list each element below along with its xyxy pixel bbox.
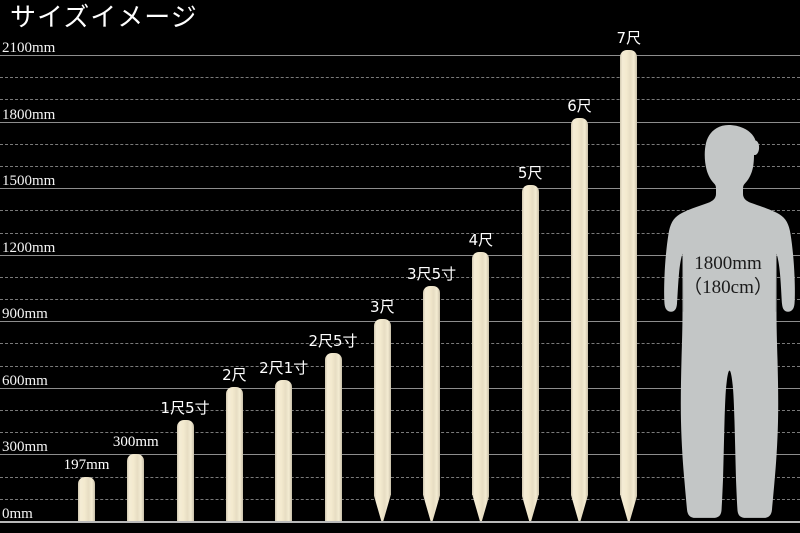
gridline-major (0, 321, 800, 323)
bar-shaft (373, 319, 391, 495)
bar-label: 3尺5寸 (407, 264, 457, 283)
bar: 2尺 (222, 367, 247, 521)
bar-shaft (225, 386, 243, 521)
gridline-minor (0, 165, 800, 167)
person-height-label: 1800mm （180cm） (683, 252, 773, 300)
gridline-major (0, 254, 800, 256)
gridline-major (0, 387, 800, 389)
gridline-major (0, 55, 800, 56)
bar-label: 6尺 (567, 96, 592, 115)
bar-shaft (423, 285, 441, 495)
bar-label: 3尺 (370, 298, 395, 317)
bar-label: 4尺 (468, 231, 494, 250)
bar: 300mm (113, 434, 159, 521)
bar: 6尺 (567, 98, 592, 521)
bar: 5尺 (518, 165, 542, 521)
bar-label: 5尺 (517, 163, 543, 182)
y-axis-label: 0mm (2, 506, 33, 522)
bar-label: 7尺 (616, 29, 642, 48)
axis-baseline (0, 521, 800, 523)
person-height-mm: 1800mm (694, 252, 762, 274)
gridline-minor (0, 143, 800, 145)
bar-label: 300mm (112, 434, 159, 451)
gridline-minor (0, 365, 800, 367)
bar-shaft (176, 420, 194, 521)
bar: 2尺1寸 (259, 360, 308, 521)
bar-shaft (324, 352, 342, 521)
gridline-minor (0, 77, 800, 79)
bar: 1尺5寸 (161, 400, 210, 521)
gridline-minor (0, 343, 800, 345)
bar: 197mm (64, 457, 109, 521)
page-title: サイズイメージ (10, 3, 198, 33)
y-axis-label: 2100mm (2, 40, 56, 56)
bar: 3尺 (370, 299, 395, 521)
y-axis-label: 600mm (2, 372, 48, 389)
bar-label: 197mm (63, 457, 110, 474)
bar: 7尺 (617, 30, 641, 521)
bar-shaft (275, 379, 293, 521)
gridline-major (0, 188, 800, 190)
bar-shaft (521, 184, 539, 495)
bar-label: 1尺5寸 (160, 399, 210, 418)
bar-tip (571, 495, 588, 521)
bar-label: 2尺 (222, 365, 247, 384)
bar-tip (423, 495, 441, 521)
person-height-cm: （180cm） (683, 276, 773, 298)
bar-shaft (472, 252, 490, 495)
gridline-major (0, 454, 800, 456)
y-axis-label: 300mm (2, 439, 48, 456)
gridline-minor (0, 299, 800, 301)
bar-tip (521, 495, 539, 521)
bar: 2尺5寸 (308, 333, 358, 521)
bar-shaft (127, 454, 145, 521)
gridline-minor (0, 99, 800, 101)
gridline-minor (0, 276, 800, 278)
y-axis-label: 1800mm (2, 106, 56, 123)
y-axis-label: 1500mm (2, 173, 56, 190)
chart-plot-area: 2100mm 1800mm 1500mm 1200mm 900mm 600mm 300mm 0… (0, 30, 800, 533)
gridline-minor (0, 210, 800, 212)
bar-tip (620, 495, 638, 521)
bar-shaft (620, 50, 638, 495)
gridline-minor (0, 498, 800, 500)
bar-tip (373, 495, 391, 521)
gridline-minor (0, 476, 800, 478)
gridline-minor (0, 410, 800, 412)
gridline-minor (0, 432, 800, 434)
bar-label: 2尺1寸 (259, 358, 309, 377)
gridline-minor (0, 232, 800, 234)
human-silhouette: 1800mm （180cm） (658, 122, 798, 521)
y-axis-label: 900mm (2, 306, 48, 323)
y-axis-label: 1200mm (2, 239, 56, 256)
bar: 4尺 (469, 232, 493, 521)
gridline-major (0, 121, 800, 123)
bar-shaft (78, 477, 95, 521)
bar-shaft (571, 117, 588, 495)
bar: 3尺5寸 (407, 266, 456, 521)
bar-label: 2尺5寸 (308, 331, 358, 350)
bar-tip (472, 495, 490, 521)
